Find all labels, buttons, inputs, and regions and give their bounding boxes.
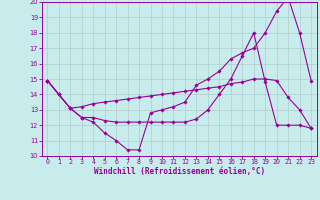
X-axis label: Windchill (Refroidissement éolien,°C): Windchill (Refroidissement éolien,°C): [94, 167, 265, 176]
